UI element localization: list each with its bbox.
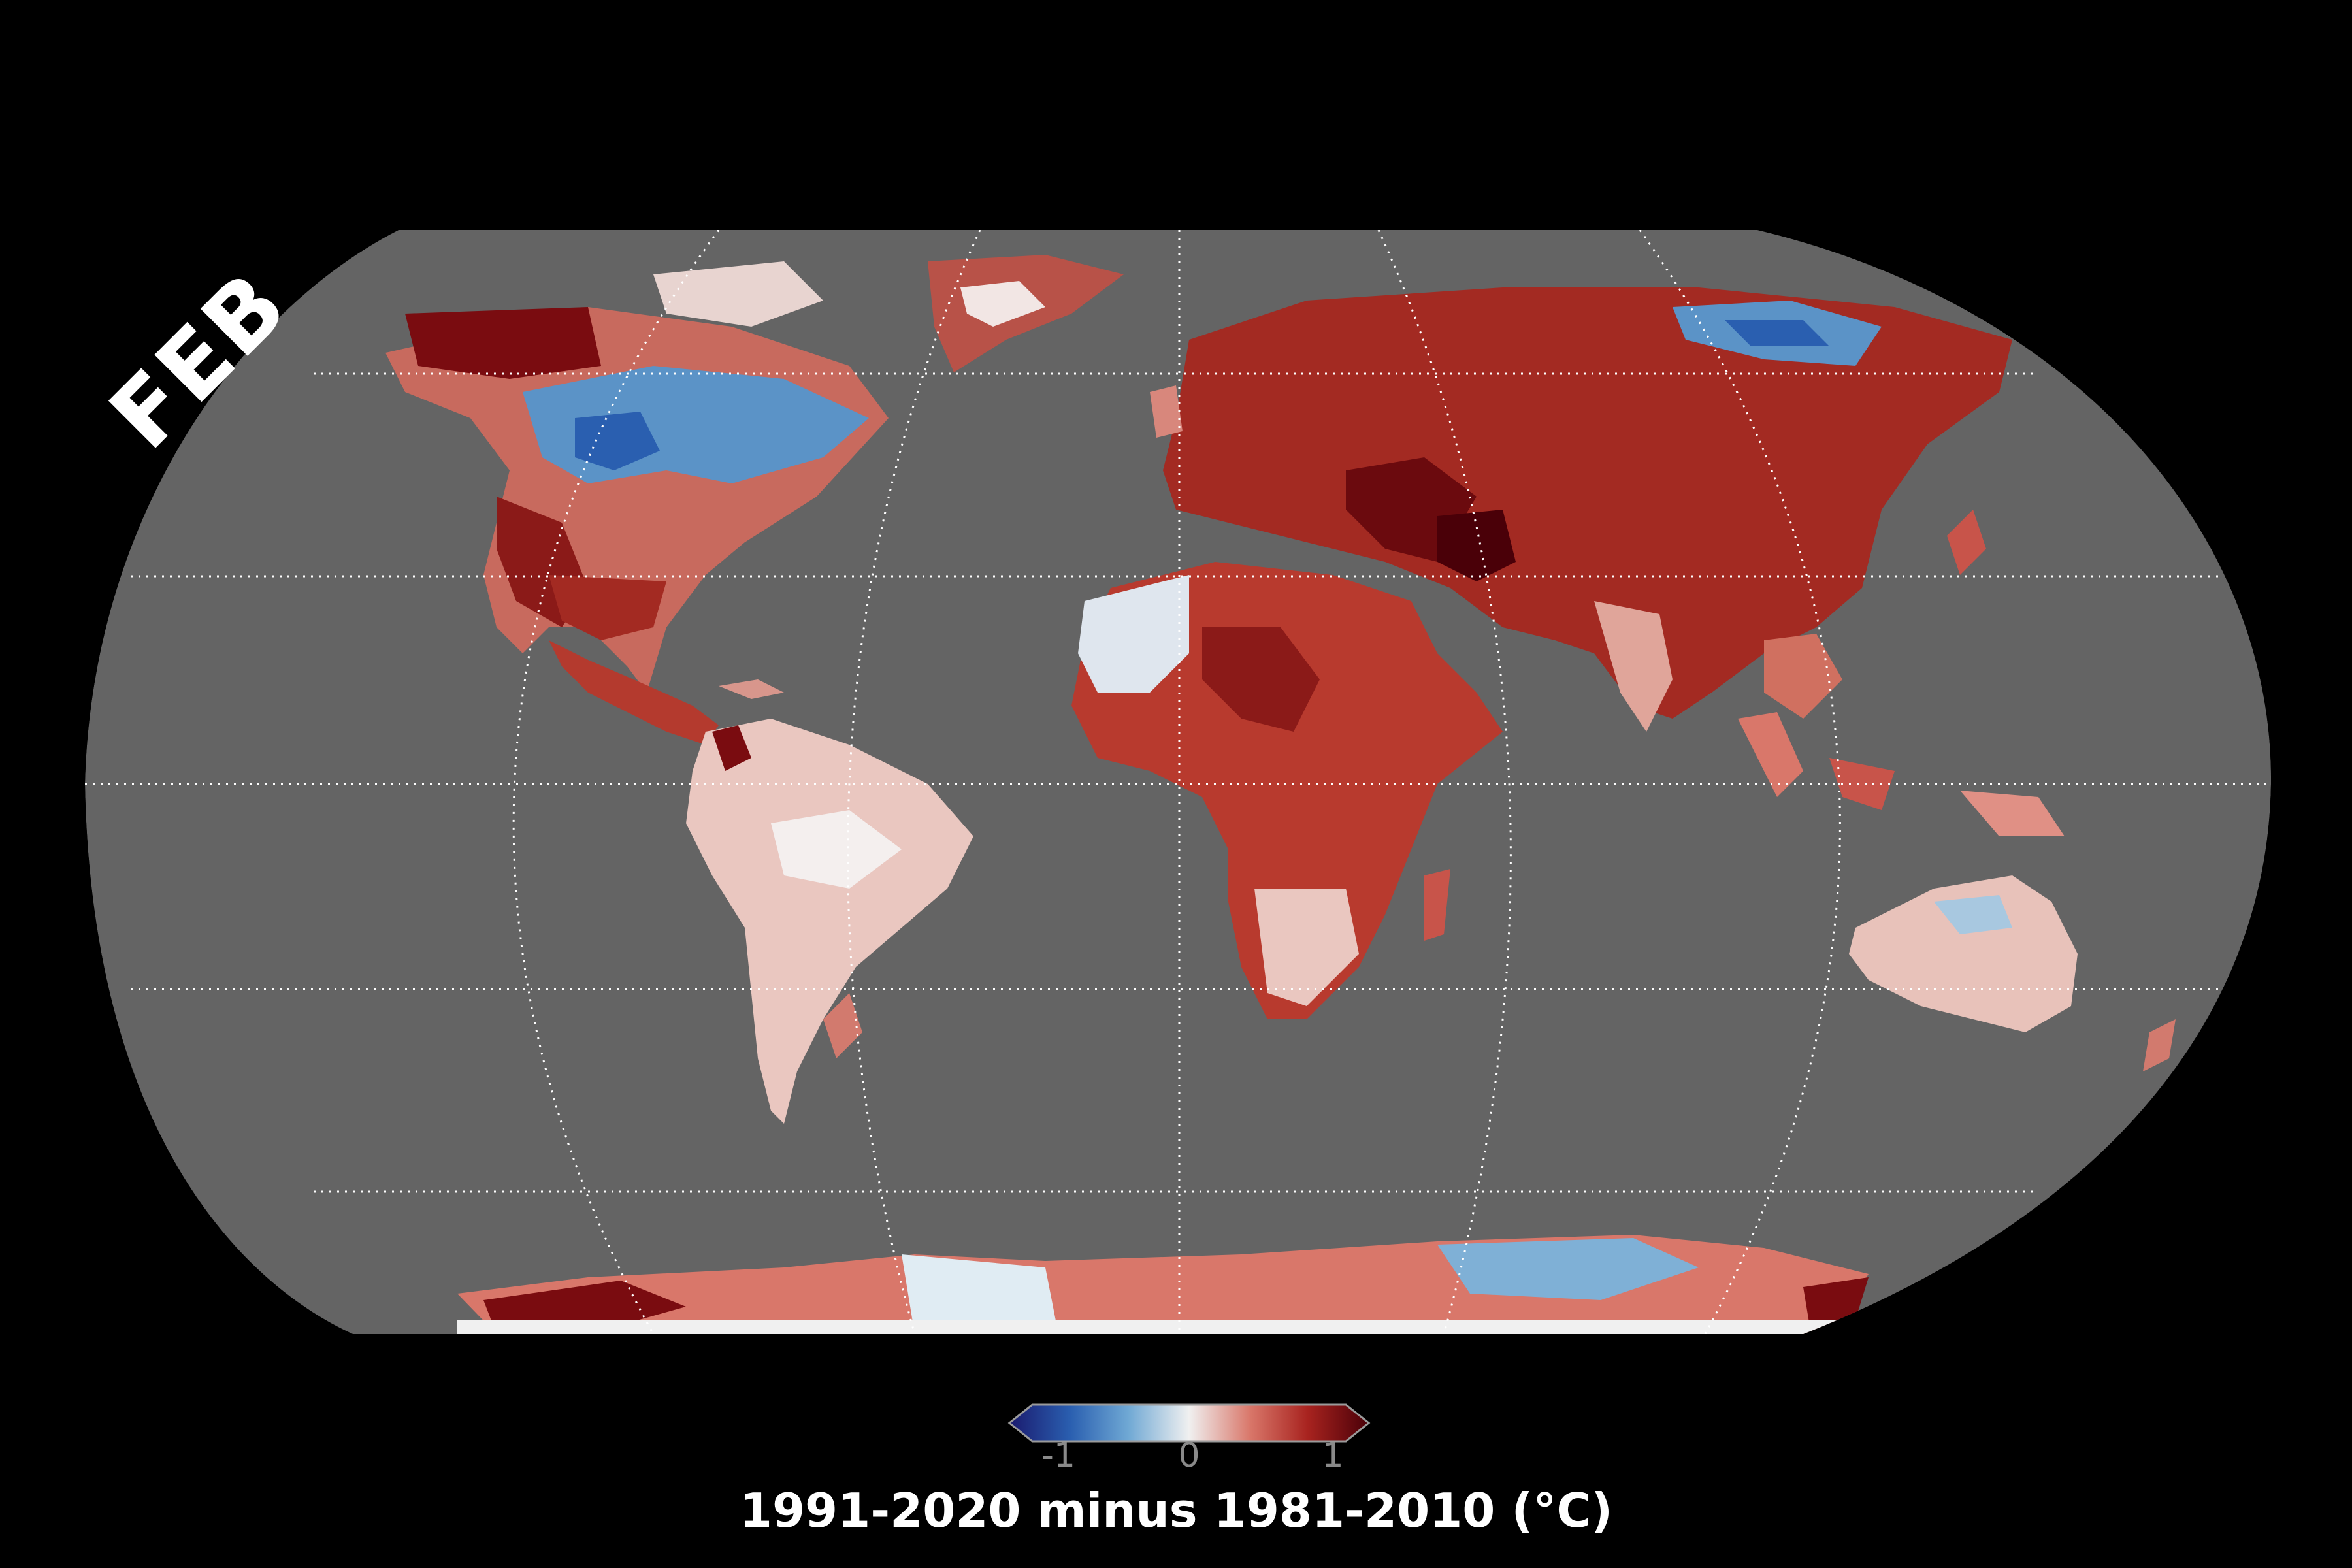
north-america: [385, 261, 889, 745]
colorbar-title: 1991-2020 minus 1981-2010 (°C): [739, 1483, 1613, 1538]
colorbar-tick-0: 0: [1178, 1436, 1200, 1475]
southeast-asia: [1738, 510, 2065, 836]
graticule: [85, 230, 2271, 1334]
globe: [85, 230, 2272, 1334]
antarctica: [457, 1235, 1869, 1334]
colorbar-tick-neg1: -1: [1041, 1436, 1075, 1475]
colorbar: [1007, 1403, 1371, 1443]
greenland: [928, 255, 1124, 372]
south-america: [686, 719, 973, 1124]
australia: [1849, 875, 2176, 1071]
colorbar-bar: [1007, 1403, 1371, 1443]
colorbar-tick-1: 1: [1322, 1436, 1344, 1475]
eurasia-africa: [1071, 287, 2012, 1019]
